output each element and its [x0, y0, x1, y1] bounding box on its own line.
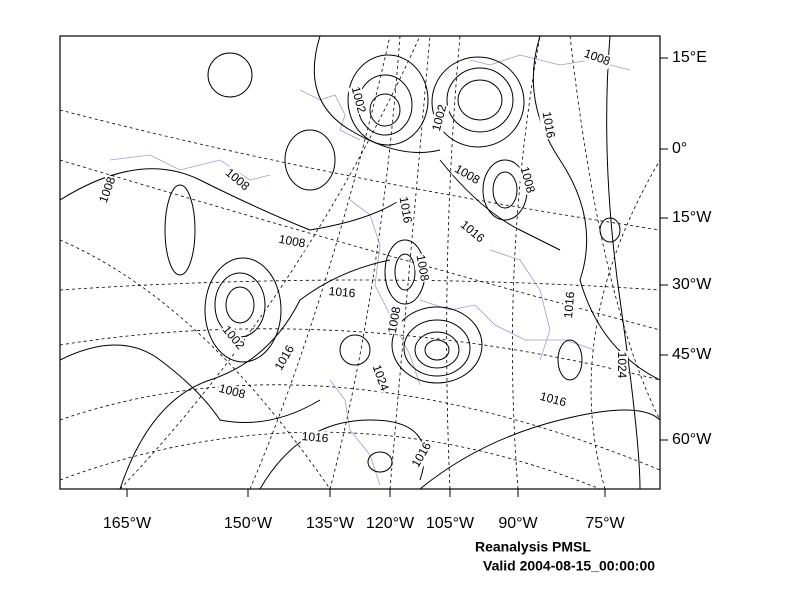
- contour-label-bg: [581, 46, 613, 70]
- map-body: [60, 36, 660, 489]
- map-border: [59, 35, 661, 490]
- contour-label-bg: [221, 165, 253, 195]
- contour-label: 1016: [397, 195, 415, 224]
- lat-label: 15°E: [672, 49, 707, 66]
- contour-label: 1016: [539, 389, 569, 410]
- contour-label-bg: [561, 290, 579, 320]
- contour-label: 1016: [328, 284, 356, 300]
- caption-title: Reanalysis PMSL: [475, 539, 591, 555]
- lon-label: 105°W: [426, 515, 475, 532]
- lon-label: 90°W: [498, 515, 538, 532]
- contour-label: 1002: [429, 103, 450, 133]
- contour-label-bg: [614, 351, 628, 379]
- contour-label-bg: [537, 389, 569, 411]
- lat-label: 60°W: [672, 431, 712, 448]
- contour-label: 1016: [301, 429, 329, 445]
- contour-label-bg: [408, 439, 436, 471]
- contour-label-bg: [451, 161, 483, 189]
- contour-label-bg: [96, 174, 120, 206]
- lon-label: 150°W: [224, 515, 273, 532]
- contour-label-bg: [385, 304, 405, 336]
- contour-label: 1008: [218, 381, 248, 402]
- contour-label-bg: [368, 362, 392, 394]
- contour-label-bg: [216, 381, 248, 403]
- contour-label: 1008: [518, 165, 539, 195]
- contour-label-bg: [456, 217, 488, 247]
- contour-label-bg: [412, 252, 432, 284]
- lat-label: 0°: [672, 140, 687, 157]
- lat-label: 30°W: [672, 276, 712, 293]
- map-frame: [59, 35, 661, 490]
- contour-label: 1008: [278, 232, 307, 250]
- contour-label-bg: [395, 194, 415, 226]
- contour-label-bg: [538, 109, 558, 141]
- caption-valid: Valid 2004-08-15_00:00:00: [483, 558, 655, 574]
- contour-label: 1016: [561, 291, 577, 319]
- contour-label-bg: [429, 102, 451, 134]
- contour-label-bg: [300, 429, 330, 447]
- contour-label-bg: [516, 164, 538, 196]
- lat-label: 45°W: [672, 346, 712, 363]
- contour-label-bg: [327, 284, 357, 302]
- lon-label: 120°W: [366, 515, 415, 532]
- lat-label: 15°W: [672, 209, 712, 226]
- lon-label: 75°W: [585, 515, 625, 532]
- contour-label-bg: [271, 342, 299, 374]
- contour-label: 1002: [349, 85, 370, 115]
- contour-label-bg: [347, 84, 369, 116]
- contour-label-bg: [218, 322, 248, 354]
- isobars: [60, 36, 660, 489]
- lon-label: 165°W: [103, 515, 152, 532]
- lon-label: 135°W: [306, 515, 355, 532]
- graticule: [60, 36, 660, 489]
- contour-label: 1008: [414, 253, 432, 282]
- contour-label: 1024: [615, 352, 629, 379]
- contour-label: 1016: [540, 110, 558, 139]
- contour-label: 1008: [385, 305, 403, 334]
- contour-label-bg: [276, 232, 308, 252]
- coastlines: [109, 54, 631, 486]
